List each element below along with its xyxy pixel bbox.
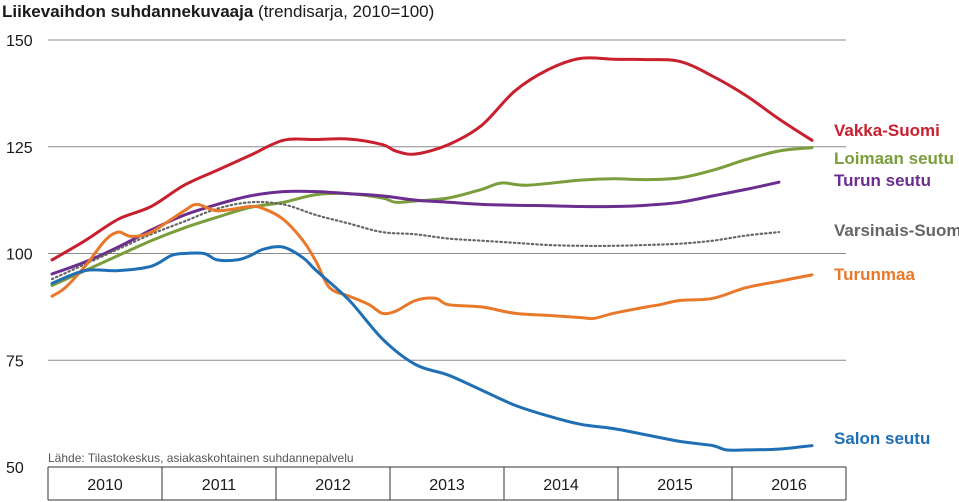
source-note: Lähde: Tilastokeskus, asiakaskohtainen s… (48, 451, 354, 465)
y-tick-label-125: 125 (6, 140, 33, 157)
x-tick-label-2011: 2011 (202, 477, 237, 494)
series-line-varsinais-suomi (50, 200, 781, 281)
y-tick-label-50: 50 (6, 460, 24, 477)
chart-title: Liikevaihdon suhdannekuvaaja (trendisarj… (2, 2, 434, 22)
y-axis-tick-labels: 50 75 100 125 150 (6, 33, 33, 477)
series-labels: Vakka-Suomi Loimaan seutu Turun seutu Varsi… (834, 121, 959, 448)
series-label-turunmaa: Turunmaa (834, 265, 915, 284)
grid-lines (48, 39, 846, 468)
chart-title-main: Liikevaihdon suhdannekuvaaja (2, 2, 254, 21)
x-tick-label-2015: 2015 (657, 477, 693, 494)
x-tick-label-2014: 2014 (543, 477, 579, 494)
y-tick-label-150: 150 (6, 33, 33, 50)
x-tick-label-2012: 2012 (315, 477, 351, 494)
series-lines (50, 56, 814, 452)
series-label-turun-seutu: Turun seutu (834, 171, 931, 190)
x-tick-label-2016: 2016 (771, 477, 807, 494)
series-line-loimaan-seutu (50, 146, 814, 287)
series-line-salon-seutu (50, 245, 814, 452)
series-label-varsinais-suomi: Varsinais-Suomi (834, 221, 959, 240)
series-line-vakka-suomi (50, 56, 814, 262)
y-tick-label-75: 75 (6, 353, 24, 370)
y-tick-label-100: 100 (6, 247, 33, 264)
x-tick-label-2010: 2010 (87, 477, 123, 494)
series-line-turun-seutu (50, 180, 781, 276)
series-label-vakka-suomi: Vakka-Suomi (834, 121, 940, 140)
series-line-turunmaa (50, 202, 814, 321)
x-axis: 2010 2011 2012 2013 2014 2015 2016 (47, 466, 847, 501)
chart-subtitle: (trendisarja, 2010=100) (258, 2, 435, 21)
x-tick-label-2013: 2013 (429, 477, 465, 494)
series-label-salon-seutu: Salon seutu (834, 429, 930, 448)
series-label-loimaan-seutu: Loimaan seutu (834, 149, 954, 168)
